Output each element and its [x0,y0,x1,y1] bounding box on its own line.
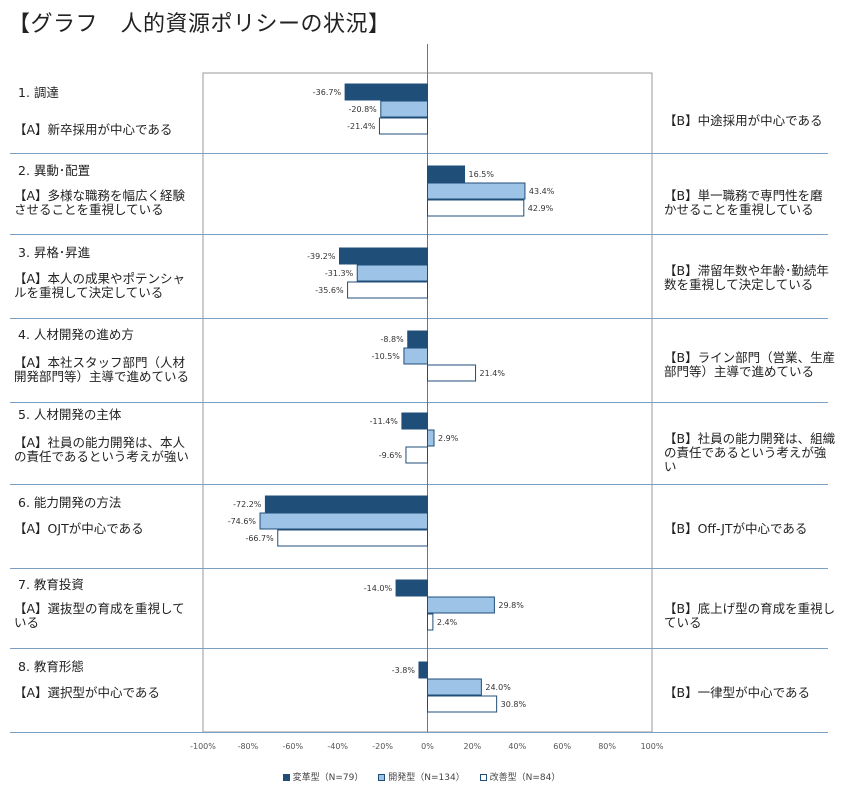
data-label: -8.8% [381,335,405,344]
bar-series1 [395,579,429,597]
bar-series3 [427,613,434,631]
bar-series1 [401,412,429,430]
legend-item-series1: 変革型（N=79） [282,770,364,783]
data-label: -10.5% [372,352,401,361]
category-left-option: 【A】新卒採用が中心である [14,122,173,137]
category-heading: 6. 能力開発の方法 [18,495,122,510]
data-label: -3.8% [392,666,416,675]
x-tick-label: -60% [282,742,303,751]
bar-series3 [347,281,428,299]
x-tick-label: 0% [421,742,434,751]
legend-item-series2: 開発型（N=134） [378,770,465,783]
category-heading: 1. 調達 [18,85,59,100]
category-left-option: 【A】選択型が中心である [14,685,160,700]
data-label: -9.6% [379,451,403,460]
data-label: -36.7% [313,88,342,97]
category-heading: 4. 人材開発の進め方 [18,327,134,342]
bar-series2 [427,429,435,447]
category-heading: 3. 昇格･昇進 [18,245,91,260]
category-right-option: 【B】中途採用が中心である [664,113,823,128]
data-label: 42.9% [528,204,554,213]
bar-series3 [277,529,429,547]
x-tick-label: 20% [464,742,482,751]
bar-series3 [405,446,428,464]
x-tick-label: 100% [641,742,664,751]
category-left-option: 【A】本人の成果やポテンシャルを重視して決定している [14,271,186,300]
data-label: -72.2% [233,500,262,509]
bar-series2 [427,596,495,614]
bar-series3 [378,117,428,135]
category-right-option: 【B】Off-JTが中心である [664,521,808,536]
x-tick-label: 60% [553,742,571,751]
bar-series2 [356,264,429,282]
x-tick-label: 40% [508,742,526,751]
bar-series1 [427,165,466,183]
data-label: -14.0% [364,584,393,593]
bar-series2 [427,182,526,200]
data-label: 2.4% [437,618,458,627]
category-left-option: 【A】本社スタッフ部門（人材開発部門等）主導で進めている [14,355,190,384]
legend-label-series2: 開発型（N=134） [388,773,465,783]
data-label: 21.4% [480,369,506,378]
category-right-option: 【B】底上げ型の育成を重視している [664,601,836,630]
category-right-option: 【B】一律型が中心である [664,685,810,700]
bar-series2 [403,347,428,365]
category-left-option: 【A】OJTが中心である [14,521,144,536]
bar-series3 [427,364,477,382]
data-label: 43.4% [529,187,555,196]
bar-series1 [264,495,429,513]
category-right-option: 【B】単一職務で専門性を磨かせることを重視している [664,188,823,217]
data-label: -39.2% [307,252,336,261]
x-tick-label: -100% [190,742,216,751]
bar-series2 [380,100,428,118]
category-left-option: 【A】社員の能力開発は、本人の責任であるという考えが強い [14,435,189,464]
legend: 変革型（N=79） 開発型（N=134） 改善型（N=84） [0,770,843,783]
data-label: -20.8% [348,105,377,114]
category-right-option: 【B】滞留年数や年齢･勤続年数を重視して決定している [664,263,829,292]
page-title: 【グラフ 人的資源ポリシーの状況】 [8,12,391,37]
data-label: 16.5% [469,170,495,179]
data-label: -11.4% [370,417,399,426]
category-heading: 7. 教育投資 [18,577,84,592]
data-label: 24.0% [485,683,511,692]
legend-item-series3: 改善型（N=84） [479,770,561,783]
legend-swatch-series1 [282,774,290,781]
data-label: -74.6% [228,517,257,526]
category-right-option: 【B】社員の能力開発は、組織の責任であるという考えが強い [664,431,836,474]
x-tick-label: 80% [598,742,616,751]
bar-series2 [427,678,482,696]
bar-series1 [338,247,428,265]
category-left-option: 【A】選抜型の育成を重視している [14,601,185,630]
data-label: 2.9% [438,434,459,443]
bar-series3 [427,695,498,713]
data-label: -21.4% [347,122,376,131]
legend-swatch-series2 [378,774,386,781]
bar-series1 [344,83,428,101]
bar-series3 [427,199,525,217]
data-label: -66.7% [245,534,274,543]
data-label: 30.8% [501,700,527,709]
legend-label-series3: 改善型（N=84） [489,773,561,783]
data-label: -35.6% [315,286,344,295]
bar-series1 [407,330,428,348]
legend-label-series1: 変革型（N=79） [292,773,364,783]
category-heading: 5. 人材開発の主体 [18,407,122,422]
category-right-option: 【B】ライン部門（営業、生産部門等）主導で進めている [664,350,836,379]
category-heading: 8. 教育形態 [18,659,84,674]
bar-series1 [418,661,428,679]
legend-swatch-series3 [479,774,487,781]
x-tick-label: -40% [327,742,348,751]
category-left-option: 【A】多様な職務を幅広く経験させることを重視している [14,188,186,217]
x-tick-label: -80% [238,742,259,751]
x-tick-label: -20% [372,742,393,751]
data-label: 29.8% [498,601,524,610]
bar-series2 [259,512,429,530]
category-heading: 2. 異動･配置 [18,163,91,178]
data-label: -31.3% [325,269,354,278]
